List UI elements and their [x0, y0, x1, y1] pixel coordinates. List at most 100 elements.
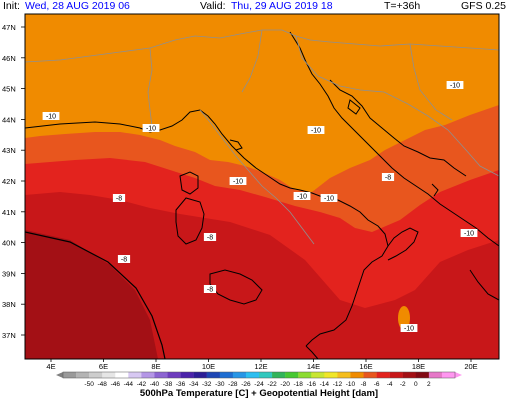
- valid-time: Thu, 29 AUG 2019 18: [231, 0, 333, 12]
- colorbar-swatch: [441, 372, 456, 378]
- svg-text:-10: -10: [311, 128, 321, 135]
- temperature-label: -10: [307, 126, 325, 135]
- model-name: GFS 0.25: [461, 0, 506, 12]
- colorbar-tick-label: -26: [241, 381, 251, 388]
- colorbar-swatch: [415, 372, 430, 378]
- colorbar-swatch: [180, 372, 194, 378]
- colorbar-swatch: [363, 372, 377, 378]
- colorbar-tick-label: -22: [267, 381, 277, 388]
- geopotential-isoline: [25, 231, 166, 359]
- lat-label: 44N: [2, 115, 16, 124]
- svg-text:-8: -8: [121, 257, 127, 264]
- lon-label: 14E: [307, 362, 320, 371]
- colorbar-tick-label: -50: [84, 381, 94, 388]
- colorbar-swatch: [376, 372, 390, 378]
- colorbar-tick-label: -12: [333, 381, 343, 388]
- temperature-label: -10: [400, 324, 418, 333]
- colorbar-tick-label: -30: [215, 381, 225, 388]
- country-borders: [25, 29, 499, 245]
- map-header: Init: Wed, 28 AUG 2019 06 Valid: Thu, 29…: [0, 0, 518, 14]
- colorbar-tick-label: -14: [320, 381, 330, 388]
- colorbar-swatch: [402, 372, 416, 378]
- svg-text:-10: -10: [464, 231, 474, 238]
- svg-text:-8: -8: [385, 175, 391, 182]
- colorbar-swatch: [324, 372, 338, 378]
- lat-label: 47N: [2, 23, 16, 32]
- colorbar-tick-label: -42: [137, 381, 147, 388]
- temperature-label: -10: [42, 112, 60, 121]
- colorbar-tick-label: -44: [124, 381, 134, 388]
- init-time: Wed, 28 AUG 2019 06: [25, 0, 130, 12]
- lat-label: 43N: [2, 146, 16, 155]
- colorbar-swatch: [76, 372, 90, 378]
- lon-label: 12E: [254, 362, 267, 371]
- colorbar-swatch: [259, 372, 273, 378]
- colorbar-swatch: [428, 372, 443, 378]
- temperature-label: -10: [142, 124, 160, 133]
- lon-label: 18E: [412, 362, 425, 371]
- colorbar-swatch: [154, 372, 168, 378]
- init-label: Init:: [3, 0, 20, 12]
- colorbar-swatch: [311, 372, 325, 378]
- colorbar-swatch: [389, 372, 403, 378]
- lon-label: 6E: [99, 362, 108, 371]
- temperature-label: -10: [320, 194, 338, 203]
- colorbar-tick-label: -2: [400, 381, 406, 388]
- colorbar-swatch: [219, 372, 234, 378]
- temperature-label: -8: [117, 255, 131, 264]
- colorbar-tick-label: -24: [254, 381, 264, 388]
- colorbar-tick-label: -28: [228, 381, 238, 388]
- svg-text:-10: -10: [297, 194, 307, 201]
- lat-label: 41N: [2, 208, 16, 217]
- svg-text:-10: -10: [450, 83, 460, 90]
- colorbar-tick-label: -38: [163, 381, 173, 388]
- lat-label: 39N: [2, 269, 16, 278]
- shade-band-m4-m2: [25, 230, 158, 359]
- colorbar-tick-label: 2: [427, 381, 431, 388]
- temperature-label: -10: [293, 192, 311, 201]
- colorbar-tick-label: -8: [361, 381, 367, 388]
- lon-label: 16E: [359, 362, 372, 371]
- lat-label: 40N: [2, 239, 16, 248]
- colorbar-tick-label: -34: [189, 381, 199, 388]
- temperature-labels: -10 -10 -10 -10 -10 -10 -10 -8 -8 -8 -8 -8 -10 -10: [42, 81, 478, 333]
- colorbar-tick-label: -46: [111, 381, 121, 388]
- longitude-labels: 4E 6E 8E 10E 12E 14E 16E 18E 20E: [46, 359, 478, 371]
- temperature-label: -8: [112, 194, 126, 203]
- colorbar-swatch: [337, 372, 351, 378]
- temperature-label: -8: [203, 285, 217, 294]
- colorbar-tick-label: -36: [176, 381, 186, 388]
- colorbar-tick-label: -32: [202, 381, 212, 388]
- lat-label: 46N: [2, 54, 16, 63]
- colorbar-swatch: [206, 372, 220, 378]
- temperature-label: -10: [446, 81, 464, 90]
- colorbar-tick-label: -20: [280, 381, 290, 388]
- lat-label: 38N: [2, 300, 16, 309]
- lon-label: 10E: [202, 362, 215, 371]
- lat-label: 37N: [2, 331, 16, 340]
- colorbar-swatch: [128, 372, 142, 378]
- colorbar-swatch: [245, 372, 260, 378]
- colorbar-swatch: [102, 372, 116, 378]
- svg-text:-10: -10: [324, 196, 334, 203]
- lon-label: 8E: [151, 362, 160, 371]
- svg-text:-8: -8: [207, 235, 213, 242]
- svg-text:-10: -10: [46, 114, 56, 121]
- lon-label: 20E: [464, 362, 477, 371]
- colorbar-swatch: [350, 372, 364, 378]
- svg-text:-8: -8: [207, 287, 213, 294]
- colorbar-high-arrow: [455, 372, 462, 378]
- colorbar-swatch: [141, 372, 155, 378]
- temperature-field: [25, 14, 499, 359]
- colorbar-tick-label: -4: [387, 381, 393, 388]
- colorbar: -50 -48 -46 -44 -42 -40 -38 -36 -34 -32 -30 -28 -26-…: [56, 371, 462, 388]
- colorbar-swatch: [89, 372, 103, 378]
- colorbar-tick-label: -10: [346, 381, 356, 388]
- colorbar-swatch: [193, 372, 207, 378]
- temperature-label: -8: [381, 173, 395, 182]
- svg-text:-10: -10: [146, 126, 156, 133]
- colorbar-swatch: [285, 372, 299, 378]
- colorbar-title: 500hPa Temperature [C] + Geopotential He…: [139, 388, 379, 399]
- valid-label: Valid:: [200, 0, 226, 12]
